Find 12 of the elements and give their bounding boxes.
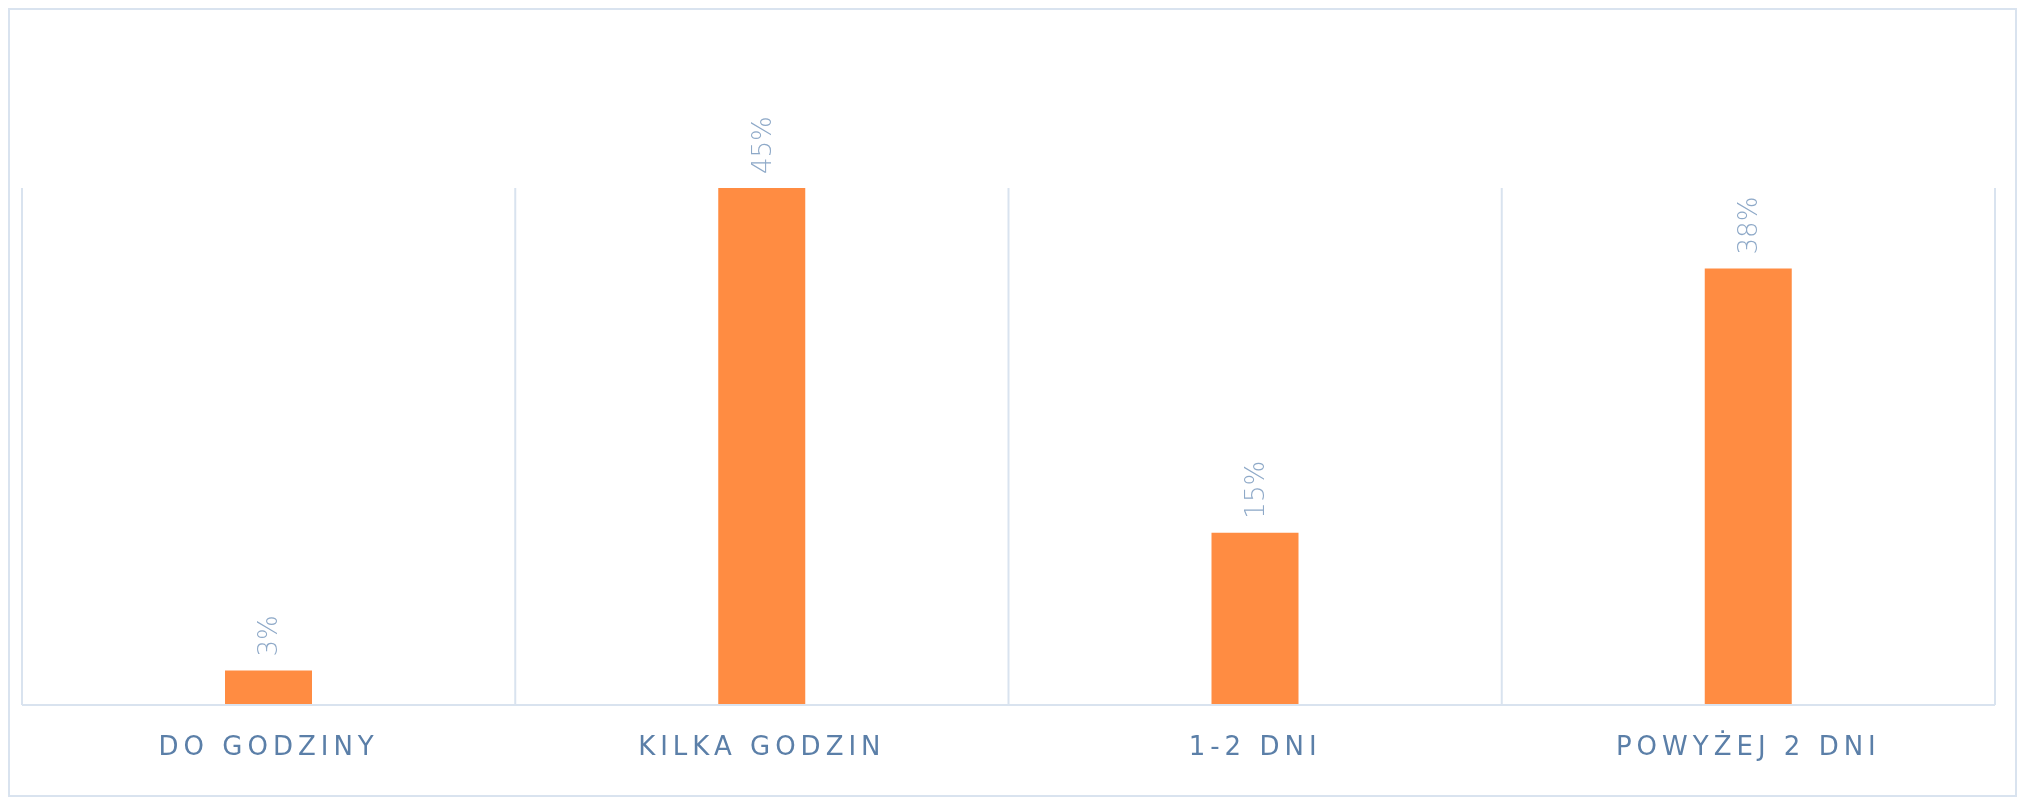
data-label: 3% xyxy=(253,615,284,657)
x-tick-label: KILKA GODZIN xyxy=(638,731,886,762)
bar xyxy=(1211,532,1299,705)
bar xyxy=(1704,268,1792,705)
data-label: 45% xyxy=(746,116,777,174)
bar xyxy=(225,670,312,705)
data-label: 15% xyxy=(1240,460,1270,519)
x-tick-label: 1-2 DNI xyxy=(1188,731,1322,762)
data-label: 38% xyxy=(1733,196,1764,255)
x-tick-label: DO GODZINY xyxy=(158,731,379,762)
bar xyxy=(718,188,806,705)
x-tick-label: POWYŻEJ 2 DNI xyxy=(1615,730,1881,762)
